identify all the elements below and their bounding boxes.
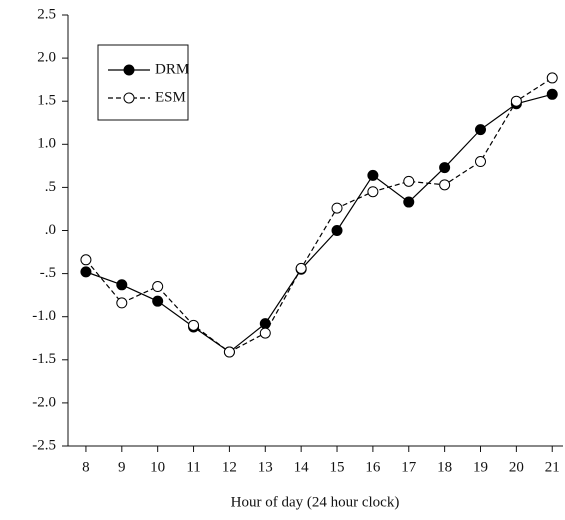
data-point: [152, 281, 164, 293]
data-point: [80, 266, 92, 278]
x-tick-label: 8: [82, 459, 90, 475]
data-point: [259, 327, 271, 339]
y-tick-label: 2.5: [37, 6, 56, 22]
series-line: [85, 77, 553, 353]
y-tick-label: 1.0: [37, 136, 56, 152]
data-point: [546, 88, 558, 100]
x-tick-label: 16: [365, 459, 381, 475]
x-tick-label: 20: [509, 459, 524, 475]
legend-label: ESM: [155, 89, 186, 105]
data-point: [223, 346, 235, 358]
x-tick-label: 10: [150, 459, 165, 475]
data-point: [475, 156, 486, 168]
legend-marker: [123, 64, 135, 76]
data-point: [367, 169, 379, 181]
y-tick-label: 2.0: [37, 50, 56, 66]
data-point: [295, 262, 307, 274]
data-point: [116, 297, 128, 309]
data-point: [475, 124, 486, 136]
x-tick-label: 11: [186, 459, 200, 475]
y-tick-label: -2.0: [32, 394, 56, 410]
y-tick-label: -2.5: [32, 437, 56, 453]
data-point: [546, 72, 558, 84]
legend-label: DRM: [155, 61, 189, 77]
legend-marker: [123, 92, 135, 104]
x-tick-label: 13: [258, 459, 273, 475]
data-point: [367, 186, 379, 198]
x-tick-label: 18: [437, 459, 452, 475]
y-tick-label: -1.0: [32, 308, 56, 324]
x-axis-label: Hour of day (24 hour clock): [231, 494, 400, 510]
x-tick-label: 12: [222, 459, 237, 475]
series-line: [85, 93, 553, 353]
data-point: [116, 279, 128, 291]
y-tick-label: -.5: [40, 265, 56, 281]
data-point: [80, 254, 92, 266]
x-tick-label: 21: [545, 459, 560, 475]
data-point: [331, 225, 343, 236]
x-tick-label: 9: [118, 459, 126, 475]
data-point: [152, 295, 164, 307]
x-tick-label: 14: [294, 459, 310, 475]
data-point: [188, 319, 200, 331]
data-point: [403, 196, 415, 208]
legend-box: [97, 44, 189, 121]
data-point: [403, 175, 415, 187]
x-tick-label: 19: [473, 459, 488, 475]
y-tick-label: .5: [45, 179, 56, 195]
data-point: [331, 202, 343, 214]
y-tick-label: -1.5: [32, 351, 56, 367]
data-point: [439, 162, 451, 174]
data-point: [439, 179, 451, 191]
y-tick-label: 1.5: [37, 93, 56, 109]
data-point: [510, 95, 522, 107]
x-tick-label: 15: [330, 459, 345, 475]
x-tick-label: 17: [401, 459, 417, 475]
y-tick-label: .0: [45, 222, 56, 238]
